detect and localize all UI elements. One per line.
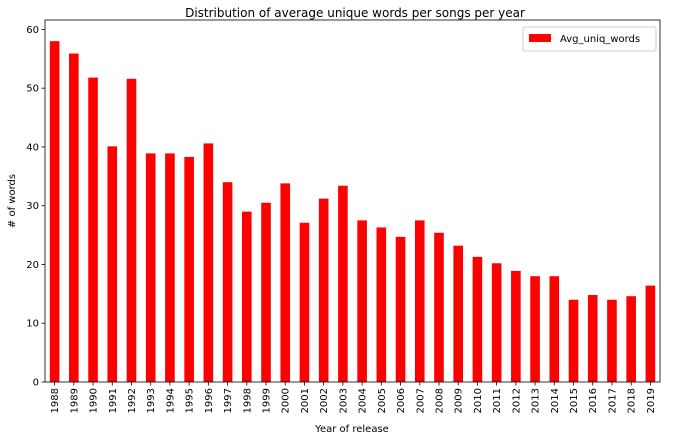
bar-1998: [241, 211, 252, 382]
x-tick-label-2014: 2014: [550, 388, 561, 413]
x-tick-label-2018: 2018: [627, 388, 638, 413]
bar-1996: [203, 143, 214, 382]
bar-2018: [626, 296, 636, 382]
bar-1989: [69, 53, 79, 382]
x-tick-label-2012: 2012: [511, 388, 522, 413]
x-tick-label-2008: 2008: [434, 388, 445, 413]
x-tick-label-2011: 2011: [492, 388, 503, 413]
bar-1994: [165, 153, 175, 382]
bar-1991: [107, 146, 118, 382]
bar-1997: [222, 182, 233, 382]
x-tick-label-2015: 2015: [569, 388, 580, 413]
x-tick-label-1988: 1988: [50, 388, 61, 413]
y-tick-label-60: 60: [26, 25, 39, 36]
bar-2011: [491, 263, 502, 382]
y-axis-label: # of words: [7, 174, 18, 228]
legend-label: Avg_uniq_words: [560, 34, 640, 45]
bar-2013: [530, 276, 540, 382]
x-tick-label-2003: 2003: [338, 388, 349, 413]
x-tick-label-1989: 1989: [69, 388, 80, 413]
x-axis: 1988 1989 1990 1991 1992 1993 1994 1995 1996 1997…: [50, 382, 657, 413]
bar-2014: [549, 276, 560, 382]
bar-1993: [145, 153, 156, 382]
y-tick-label-20: 20: [26, 260, 39, 271]
x-tick-label-2007: 2007: [415, 388, 426, 413]
bar-1990: [88, 77, 98, 382]
x-tick-label-2017: 2017: [607, 388, 618, 413]
bar-2008: [434, 232, 444, 382]
bar-2004: [357, 220, 367, 382]
x-tick-label-1991: 1991: [108, 388, 119, 413]
x-tick-label-2016: 2016: [588, 388, 599, 413]
y-tick-label-0: 0: [33, 378, 39, 389]
x-tick-label-2005: 2005: [377, 388, 388, 413]
x-tick-label-2004: 2004: [358, 388, 369, 413]
x-tick-label-2013: 2013: [531, 388, 542, 413]
bar-2005: [376, 227, 387, 382]
x-tick-label-1994: 1994: [165, 388, 176, 413]
bar-2001: [299, 222, 310, 382]
x-tick-label-2006: 2006: [396, 388, 407, 413]
bar-1999: [261, 202, 271, 382]
bar-2009: [453, 245, 464, 382]
bar-1992: [126, 78, 137, 383]
legend-box: [522, 26, 657, 52]
x-tick-label-2009: 2009: [454, 388, 465, 413]
bar-1995: [184, 156, 194, 382]
bar-2002: [318, 198, 329, 382]
bar-2012: [511, 270, 521, 382]
bar-2017: [607, 299, 617, 382]
bar-2015: [568, 299, 579, 382]
x-tick-label-1998: 1998: [242, 388, 253, 413]
x-tick-label-1999: 1999: [262, 388, 273, 413]
x-tick-label-2010: 2010: [473, 388, 484, 413]
x-tick-label-1990: 1990: [89, 388, 100, 413]
y-tick-label-50: 50: [26, 84, 39, 95]
bars-group: [49, 41, 656, 383]
y-tick-label-40: 40: [26, 142, 39, 153]
x-tick-label-2019: 2019: [646, 388, 657, 413]
x-tick-label-2001: 2001: [300, 388, 311, 413]
bar-2003: [338, 185, 348, 382]
x-tick-label-2000: 2000: [281, 388, 292, 413]
bar-1988: [49, 41, 60, 382]
y-axis: 0 10 20 30 40 50 60: [26, 25, 45, 389]
y-tick-label-30: 30: [26, 201, 39, 212]
bar-2019: [645, 285, 656, 382]
bar-2007: [414, 220, 425, 382]
x-tick-label-1992: 1992: [127, 388, 138, 413]
bar-2016: [587, 295, 598, 382]
legend-swatch: [529, 34, 551, 42]
chart-title: Distribution of average unique words per…: [185, 6, 525, 20]
legend: Avg_uniq_words: [522, 26, 657, 52]
bar-2006: [395, 236, 406, 382]
bar-2010: [472, 256, 483, 382]
x-tick-label-1995: 1995: [185, 388, 196, 413]
y-tick-label-10: 10: [26, 319, 39, 330]
bar-2000: [280, 183, 291, 382]
x-tick-label-1996: 1996: [204, 388, 215, 413]
x-tick-label-1993: 1993: [146, 388, 157, 413]
x-tick-label-2002: 2002: [319, 388, 330, 413]
x-axis-label: Year of release: [314, 424, 389, 435]
plot-frame: [44, 19, 661, 383]
x-tick-label-1997: 1997: [223, 388, 234, 413]
